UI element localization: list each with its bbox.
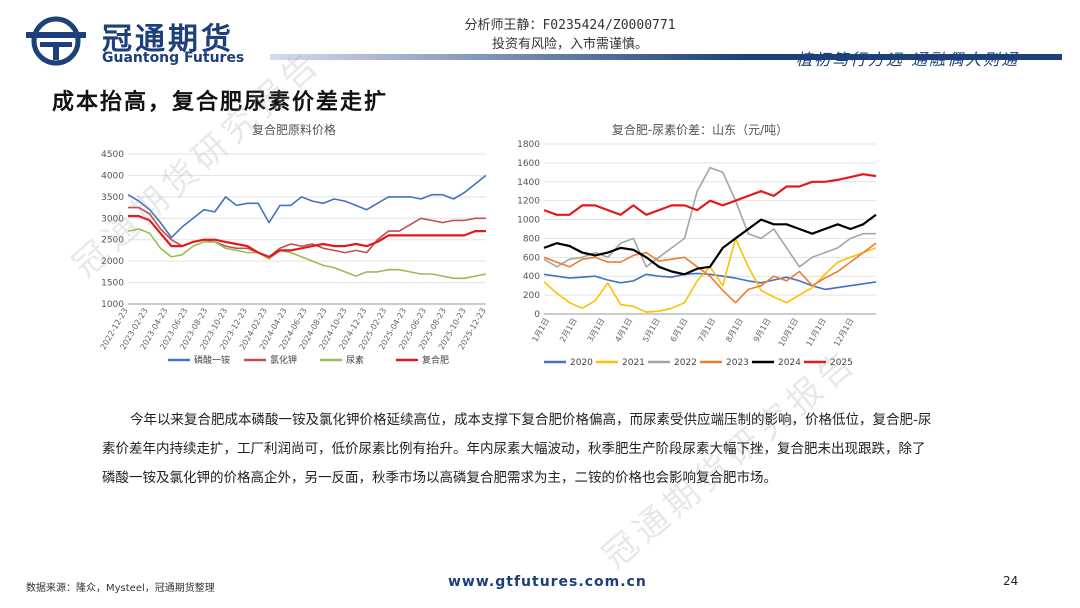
guantong-logo-icon — [26, 16, 86, 66]
y-tick-label: 4000 — [101, 171, 124, 181]
y-tick-label: 1000 — [101, 300, 124, 310]
data-source: 数据来源：隆众，Mysteel，冠通期货整理 — [26, 583, 215, 594]
series-line-2024 — [543, 213, 877, 276]
chart-raw-material-prices: 复合肥原料价格 1000 1500 2000 2500 3000 3500 4000 4500… — [99, 122, 488, 366]
legend-label: 2024 — [778, 358, 801, 368]
series-line-2025 — [543, 173, 877, 216]
legend-label: 2023 — [726, 358, 749, 368]
x-tick-labels: 2022-12-232023-02-232023-04-232023-06-23… — [99, 307, 488, 352]
chart-title: 复合肥原料价格 — [252, 122, 336, 137]
y-tick-label: 3500 — [101, 193, 124, 203]
y-tick-label: 1200 — [517, 197, 540, 207]
x-tick-label: 7月1日 — [696, 317, 717, 344]
legend-label: 2022 — [674, 358, 697, 368]
series-line-氯化钾 — [128, 206, 486, 258]
legend-label: 2021 — [622, 358, 645, 368]
brand-name-en: Guantong Futures — [102, 50, 245, 66]
y-tick-label: 1500 — [101, 279, 124, 289]
x-tick-label: 9月1日 — [752, 317, 773, 344]
y-tick-labels: 1000 1500 2000 2500 3000 3500 4000 4500 — [101, 150, 124, 310]
y-tick-label: 3000 — [101, 214, 124, 224]
analyst-info: 分析师王静：F0235424/Z0000771 — [464, 18, 676, 33]
series-line-磷酸一铵 — [127, 174, 487, 239]
y-tick-label: 1800 — [517, 140, 540, 150]
series-line-2020 — [543, 272, 877, 291]
series-line-复合肥 — [128, 214, 486, 258]
series-lines — [127, 174, 487, 280]
y-tick-label: 200 — [523, 291, 540, 301]
chart-legend: 2020 2021 2022 2023 2024 2025 — [544, 358, 853, 368]
legend-label: 尿素 — [346, 354, 364, 366]
chart-spread-shandong: 复合肥-尿素价差：山东（元/吨） 0 200 400 600 800 1000 1200 14… — [517, 122, 877, 368]
legend-label: 磷酸一铵 — [194, 354, 230, 366]
y-tick-label: 800 — [523, 234, 540, 244]
legend-label: 复合肥 — [422, 354, 449, 366]
header-divider — [270, 54, 1062, 60]
x-tick-label: 4月1日 — [613, 317, 634, 344]
analysis-paragraph: 今年以来复合肥成本磷酸一铵及氯化钾价格延续高位，成本支撑下复合肥价格偏高，而尿素… — [102, 412, 932, 486]
legend-label: 2020 — [570, 358, 593, 368]
series-line-2023 — [543, 242, 877, 304]
legend-label: 2025 — [830, 358, 853, 368]
slide-title: 成本抬高，复合肥尿素价差走扩 — [52, 90, 389, 115]
y-tick-label: 0 — [534, 310, 540, 320]
company-motto: 植初笃行方远 通融偶人则通 — [796, 50, 1020, 69]
website-link[interactable]: www.gtfutures.com.cn — [448, 574, 647, 590]
y-tick-label: 1000 — [517, 216, 540, 226]
x-tick-label: 10月1日 — [777, 317, 800, 349]
y-tick-label: 2500 — [101, 236, 124, 246]
x-tick-label: 8月1日 — [724, 317, 745, 344]
y-tick-label: 4500 — [101, 150, 124, 160]
x-tick-label: 6月1日 — [669, 317, 690, 344]
x-tick-label: 2月1日 — [558, 317, 579, 344]
legend-label: 氯化钾 — [270, 354, 297, 366]
chart-legend: 磷酸一铵 氯化钾 尿素 复合肥 — [168, 354, 449, 366]
x-tick-label: 5月1日 — [641, 317, 662, 344]
series-line-尿素 — [127, 228, 487, 280]
y-tick-label: 400 — [523, 272, 540, 282]
brand-name-cn: 冠通期货 — [102, 22, 234, 57]
y-tick-labels: 0 200 400 600 800 1000 1200 1400 1600 1800 — [517, 140, 540, 320]
chart-title: 复合肥-尿素价差：山东（元/吨） — [612, 122, 788, 137]
y-gridlines — [128, 153, 486, 305]
x-tick-labels: 1月1日 2月1日 3月1日 4月1日 5月1日 6月1日 7月1日 8月1日 9月1日 10月1… — [530, 317, 855, 349]
x-tick-label: 1月1日 — [530, 317, 551, 344]
page-number: 24 — [1003, 574, 1019, 588]
series-lines — [543, 166, 877, 313]
y-tick-label: 1400 — [517, 178, 540, 188]
risk-warning: 投资有风险，入市需谨慎。 — [491, 37, 648, 52]
y-tick-label: 600 — [523, 253, 540, 263]
y-tick-label: 1600 — [517, 159, 540, 169]
y-tick-label: 2000 — [101, 257, 124, 267]
x-tick-label: 3月1日 — [586, 317, 607, 344]
